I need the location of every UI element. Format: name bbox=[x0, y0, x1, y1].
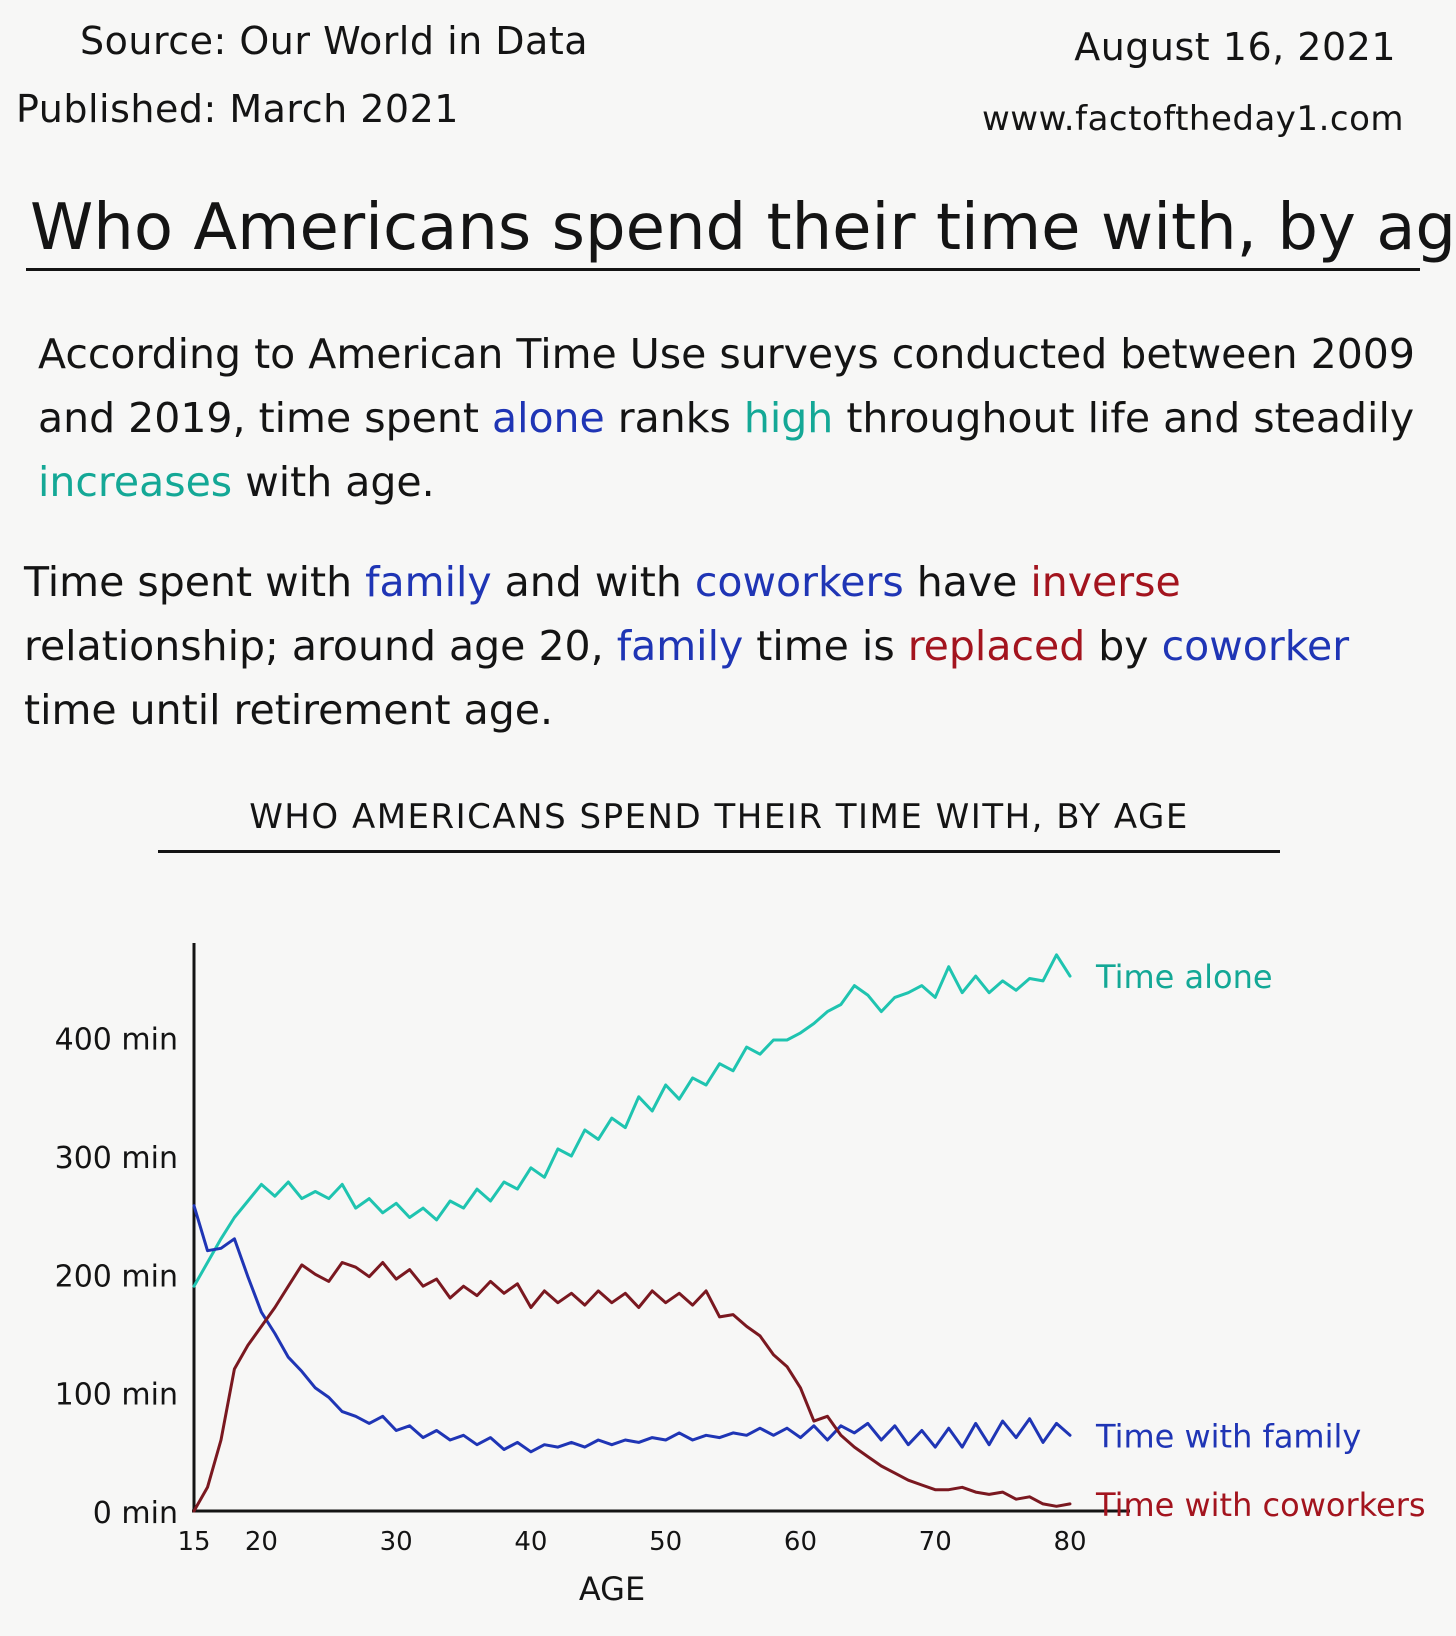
x-axis-label: AGE bbox=[579, 1570, 645, 1608]
p2-run-12: time until retirement age. bbox=[24, 686, 554, 734]
p1-run-1: alone bbox=[491, 394, 605, 442]
p2-run-4: have bbox=[903, 558, 1031, 606]
x-tick-label: 80 bbox=[1053, 1527, 1086, 1557]
p2-run-5: inverse bbox=[1030, 558, 1181, 606]
x-tick-label: 40 bbox=[514, 1527, 547, 1557]
website-text: www.factoftheday1.com bbox=[981, 99, 1404, 139]
series-label-time-alone: Time alone bbox=[1095, 958, 1273, 996]
published-date-text: Published: March 2021 bbox=[16, 87, 459, 131]
p2-run-1: family bbox=[365, 558, 492, 606]
y-tick-label: 100 min bbox=[55, 1378, 178, 1413]
x-tick-label: 15 bbox=[177, 1527, 210, 1557]
y-tick-label: 0 min bbox=[93, 1496, 178, 1531]
page-title: Who Americans spend their time with, by … bbox=[30, 191, 1456, 265]
series-line-time-alone bbox=[192, 953, 1072, 1288]
y-tick-label: 200 min bbox=[55, 1259, 178, 1294]
p1-run-6: with age. bbox=[232, 458, 435, 506]
x-tick-label: 70 bbox=[919, 1527, 952, 1557]
x-tick-label: 50 bbox=[649, 1527, 682, 1557]
chart-title-underline bbox=[158, 850, 1280, 853]
series-label-time-with-family: Time with family bbox=[1095, 1417, 1361, 1455]
post-date-text: August 16, 2021 bbox=[1074, 25, 1396, 69]
source-text: Source: Our World in Data bbox=[80, 19, 589, 63]
p2-run-11: coworker bbox=[1161, 622, 1350, 670]
p2-run-3: coworkers bbox=[694, 558, 904, 606]
p2-run-2: and with bbox=[491, 558, 695, 606]
p2-run-0: Time spent with bbox=[24, 558, 366, 606]
p2-run-6: relationship; around age 20, bbox=[24, 622, 617, 670]
p2-run-7: family bbox=[616, 622, 744, 670]
x-tick-label: 30 bbox=[380, 1527, 413, 1557]
series-line-time-with-coworkers bbox=[192, 1261, 1072, 1513]
series-label-time-with-coworkers: Time with coworkers bbox=[1095, 1486, 1426, 1524]
p1-run-2: ranks bbox=[604, 394, 744, 442]
y-tick-label: 400 min bbox=[55, 1023, 178, 1058]
p1-run-3: high bbox=[743, 394, 834, 442]
p1-run-0: According to American Time Use surveys c… bbox=[38, 330, 1415, 442]
p2-run-9: replaced bbox=[907, 622, 1086, 670]
p1-run-4: throughout life and steadily bbox=[833, 394, 1415, 442]
title-underline bbox=[26, 268, 1420, 271]
y-tick-label: 300 min bbox=[55, 1141, 178, 1176]
chart-title: WHO AMERICANS SPEND THEIR TIME WITH, BY … bbox=[249, 797, 1189, 837]
p1-run-5: increases bbox=[38, 458, 233, 506]
x-tick-label: 20 bbox=[245, 1527, 278, 1557]
p2-run-10: by bbox=[1085, 622, 1162, 670]
paragraph-alone-summary: According to American Time Use surveys c… bbox=[38, 322, 1438, 514]
x-tick-label: 60 bbox=[784, 1527, 817, 1557]
paragraph-family-coworkers-summary: Time spent with family and with coworker… bbox=[24, 550, 1434, 742]
p2-run-8: time is bbox=[743, 622, 908, 670]
series-line-time-with-family bbox=[192, 1204, 1072, 1454]
